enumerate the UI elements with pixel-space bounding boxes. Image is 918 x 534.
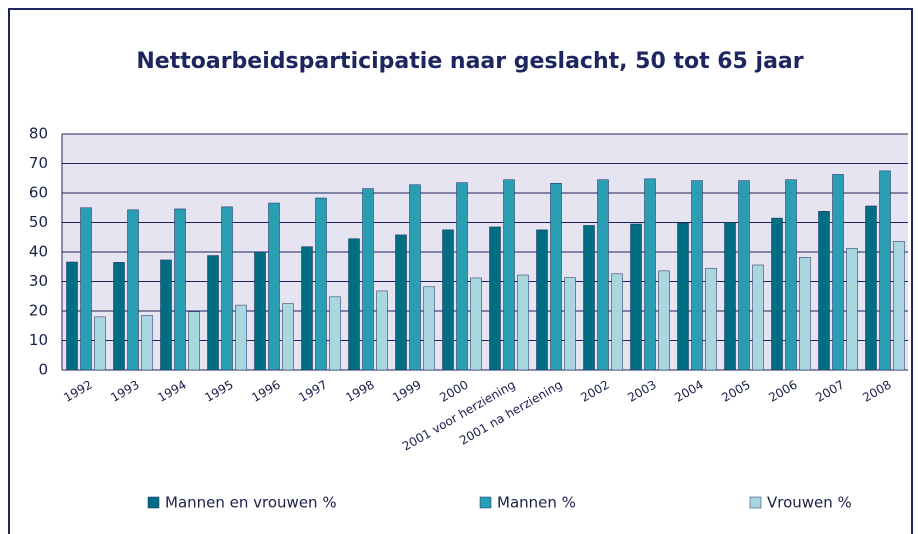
- bar: [658, 270, 670, 371]
- bar: [174, 208, 186, 371]
- bar: [268, 202, 280, 371]
- legend-swatch: [749, 496, 762, 509]
- bar: [879, 170, 891, 371]
- legend-swatch: [479, 496, 492, 509]
- legend-label: Mannen en vrouwen %: [165, 494, 337, 512]
- bar: [705, 267, 717, 371]
- x-tick-label: 2002: [578, 378, 611, 405]
- bar: [348, 238, 360, 371]
- bar: [503, 179, 515, 371]
- y-tick-label: 10: [29, 331, 48, 349]
- y-tick-label: 50: [29, 213, 48, 231]
- x-tick-label: 1994: [155, 378, 188, 405]
- bar: [80, 207, 92, 371]
- bar: [818, 211, 830, 371]
- bar: [113, 262, 125, 371]
- bar: [470, 277, 482, 371]
- x-tick-label: 2006: [766, 378, 799, 405]
- bar: [630, 223, 642, 371]
- x-tick-label: 2008: [860, 378, 893, 405]
- bar: [550, 183, 562, 371]
- bar: [865, 205, 877, 371]
- frame: [8, 8, 913, 534]
- y-tick-label: 40: [29, 243, 48, 261]
- x-tick-label: 2007: [813, 378, 846, 405]
- x-tick-label: 1992: [61, 378, 94, 405]
- y-tick-label: 30: [29, 272, 48, 290]
- x-tick-label: 1996: [249, 378, 282, 405]
- bar: [517, 274, 529, 371]
- bar: [583, 225, 595, 371]
- bar: [315, 197, 327, 371]
- legend-swatch: [147, 496, 160, 509]
- bar: [160, 259, 172, 371]
- bar: [362, 188, 374, 371]
- bar: [832, 174, 844, 371]
- bar: [376, 290, 388, 371]
- x-tick-label: 2005: [719, 378, 752, 405]
- bar: [691, 180, 703, 371]
- x-tick-label: 1995: [202, 378, 235, 405]
- bar: [771, 217, 783, 371]
- y-tick-label: 0: [38, 361, 48, 379]
- bar: [564, 277, 576, 371]
- x-tick-label: 1993: [108, 378, 141, 405]
- bar: [644, 178, 656, 371]
- bar: [785, 179, 797, 371]
- bar: [395, 234, 407, 371]
- bar: [611, 273, 623, 371]
- bar: [738, 180, 750, 371]
- x-tick-label: 1998: [343, 378, 376, 405]
- x-tick-label: 1999: [390, 378, 423, 405]
- bar: [127, 209, 139, 371]
- bar: [846, 248, 858, 371]
- bar: [409, 184, 421, 371]
- y-tick-label: 20: [29, 302, 48, 320]
- bar: [221, 206, 233, 371]
- bar: [677, 222, 689, 371]
- chart-title: Nettoarbeidsparticipatie naar geslacht, …: [136, 49, 803, 74]
- bar: [282, 303, 294, 371]
- bar: [94, 316, 106, 371]
- legend-label: Vrouwen %: [767, 494, 852, 512]
- bar: [66, 261, 78, 371]
- x-tick-label: 2000: [437, 378, 470, 405]
- bar: [254, 251, 266, 371]
- bar: [597, 179, 609, 371]
- bar: [536, 229, 548, 371]
- bar: [724, 222, 736, 371]
- bar: [235, 304, 247, 371]
- y-tick-label: 80: [29, 125, 48, 143]
- y-tick-label: 70: [29, 154, 48, 172]
- y-tick-label: 60: [29, 184, 48, 202]
- bar: [141, 315, 153, 371]
- x-tick-label: 2004: [672, 378, 705, 405]
- bar: [456, 182, 468, 371]
- bar: [442, 229, 454, 371]
- bar: [489, 226, 501, 371]
- bar: [329, 296, 341, 371]
- x-tick-label: 2003: [625, 378, 658, 405]
- bar: [752, 264, 764, 371]
- legend-label: Mannen %: [497, 494, 576, 512]
- bar: [301, 246, 313, 371]
- bar: [799, 257, 811, 371]
- bar: [893, 241, 905, 371]
- bar: [423, 286, 435, 371]
- x-tick-label: 1997: [296, 378, 329, 405]
- bar: [188, 311, 200, 371]
- bar: [207, 255, 219, 371]
